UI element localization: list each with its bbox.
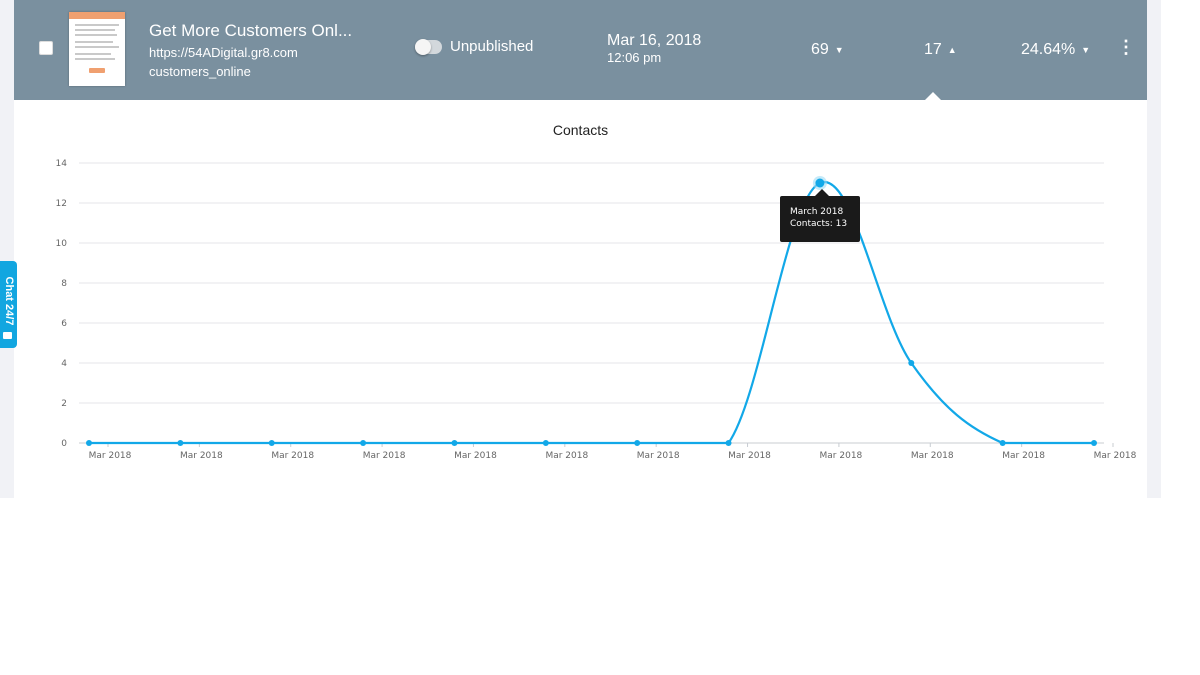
page-url[interactable]: https://54ADigital.gr8.com [149, 45, 298, 60]
y-tick-label: 6 [61, 319, 67, 329]
x-tick-label: Mar 2018 [911, 451, 954, 461]
x-tick-label: Mar 2018 [545, 451, 588, 461]
created-time: 12:06 pm [607, 50, 662, 65]
contacts-series-line [89, 181, 1094, 445]
tooltip-arrow [815, 189, 829, 196]
data-point [268, 440, 275, 446]
data-point [634, 440, 641, 446]
data-point [360, 440, 367, 446]
stat-conversion-value: 24.64% [1021, 41, 1076, 58]
thumbnail-line [75, 34, 117, 36]
thumbnail-line [75, 24, 119, 26]
row-checkbox[interactable] [39, 41, 53, 55]
data-point [177, 440, 184, 446]
x-tick-label: Mar 2018 [180, 451, 223, 461]
tooltip-month: March 2018 [790, 207, 844, 217]
publish-status: Unpublished [450, 38, 534, 55]
y-tick-label: 0 [61, 439, 67, 449]
data-point [451, 440, 458, 446]
stat-visits-value: 69 [811, 41, 829, 58]
x-tick-label: Mar 2018 [820, 451, 863, 461]
data-point [542, 440, 549, 446]
x-tick-label: Mar 2018 [728, 451, 771, 461]
y-tick-label: 14 [56, 159, 68, 169]
more-options-icon[interactable]: ⋮ [1117, 37, 1135, 57]
chat-tab[interactable]: Chat 24/7 [0, 261, 17, 348]
y-tick-label: 2 [61, 399, 67, 409]
thumbnail-line [75, 29, 115, 31]
page-slug: customers_online [149, 64, 251, 79]
stat-contacts[interactable]: 17 ▲ [924, 41, 957, 59]
caret-up-icon: ▲ [947, 45, 957, 55]
page-thumbnail[interactable] [69, 12, 125, 86]
data-point [725, 440, 732, 446]
thumbnail-line [75, 41, 113, 43]
data-point [815, 178, 825, 188]
x-tick-label: Mar 2018 [1002, 451, 1045, 461]
publish-toggle[interactable] [415, 39, 442, 55]
x-tick-label: Mar 2018 [454, 451, 497, 461]
x-tick-label: Mar 2018 [637, 451, 680, 461]
thumbnail-banner [69, 12, 125, 19]
caret-down-icon: ▼ [834, 45, 844, 55]
chat-tab-label: Chat 24/7 [3, 276, 15, 326]
page-row-header[interactable]: Get More Customers Onl... https://54ADig… [14, 0, 1147, 100]
y-tick-label: 8 [61, 279, 67, 289]
stat-conversion[interactable]: 24.64% ▼ [1021, 41, 1090, 59]
stat-visits[interactable]: 69 ▼ [811, 41, 844, 59]
y-tick-label: 10 [56, 239, 68, 249]
contacts-chart-card: Contacts 0 2 4 6 8 10 12 14 Mar 2018 Mar 2018 Mar … [14, 100, 1147, 498]
tooltip-contacts: Contacts: 13 [790, 219, 848, 229]
y-tick-label: 4 [61, 359, 67, 369]
caret-down-icon: ▼ [1081, 45, 1091, 55]
thumbnail-line [75, 46, 119, 48]
x-tick-label: Mar 2018 [1094, 451, 1137, 461]
data-point [1091, 440, 1097, 446]
x-tick-label: Mar 2018 [89, 451, 132, 461]
thumbnail-line [75, 53, 111, 55]
chart-tooltip: March 2018 Contacts: 13 [780, 196, 860, 242]
selected-stat-pointer [925, 92, 941, 100]
thumbnail-line [75, 58, 115, 60]
chart-title: Contacts [552, 122, 609, 138]
contacts-line-chart: 0 2 4 6 8 10 12 14 Mar 2018 Mar 2018 Mar 2018 Mar 2… [56, 159, 1137, 461]
page-title[interactable]: Get More Customers Onl... [149, 21, 353, 40]
chat-bubble-icon [3, 332, 12, 339]
data-point [86, 440, 92, 446]
stat-contacts-value: 17 [924, 41, 942, 58]
thumbnail-button [89, 68, 105, 73]
y-tick-label: 12 [56, 199, 67, 209]
x-tick-label: Mar 2018 [271, 451, 314, 461]
created-date: Mar 16, 2018 [607, 32, 702, 49]
x-tick-label: Mar 2018 [363, 451, 406, 461]
data-point [908, 360, 915, 366]
toggle-knob [415, 39, 431, 55]
data-point [999, 440, 1006, 446]
